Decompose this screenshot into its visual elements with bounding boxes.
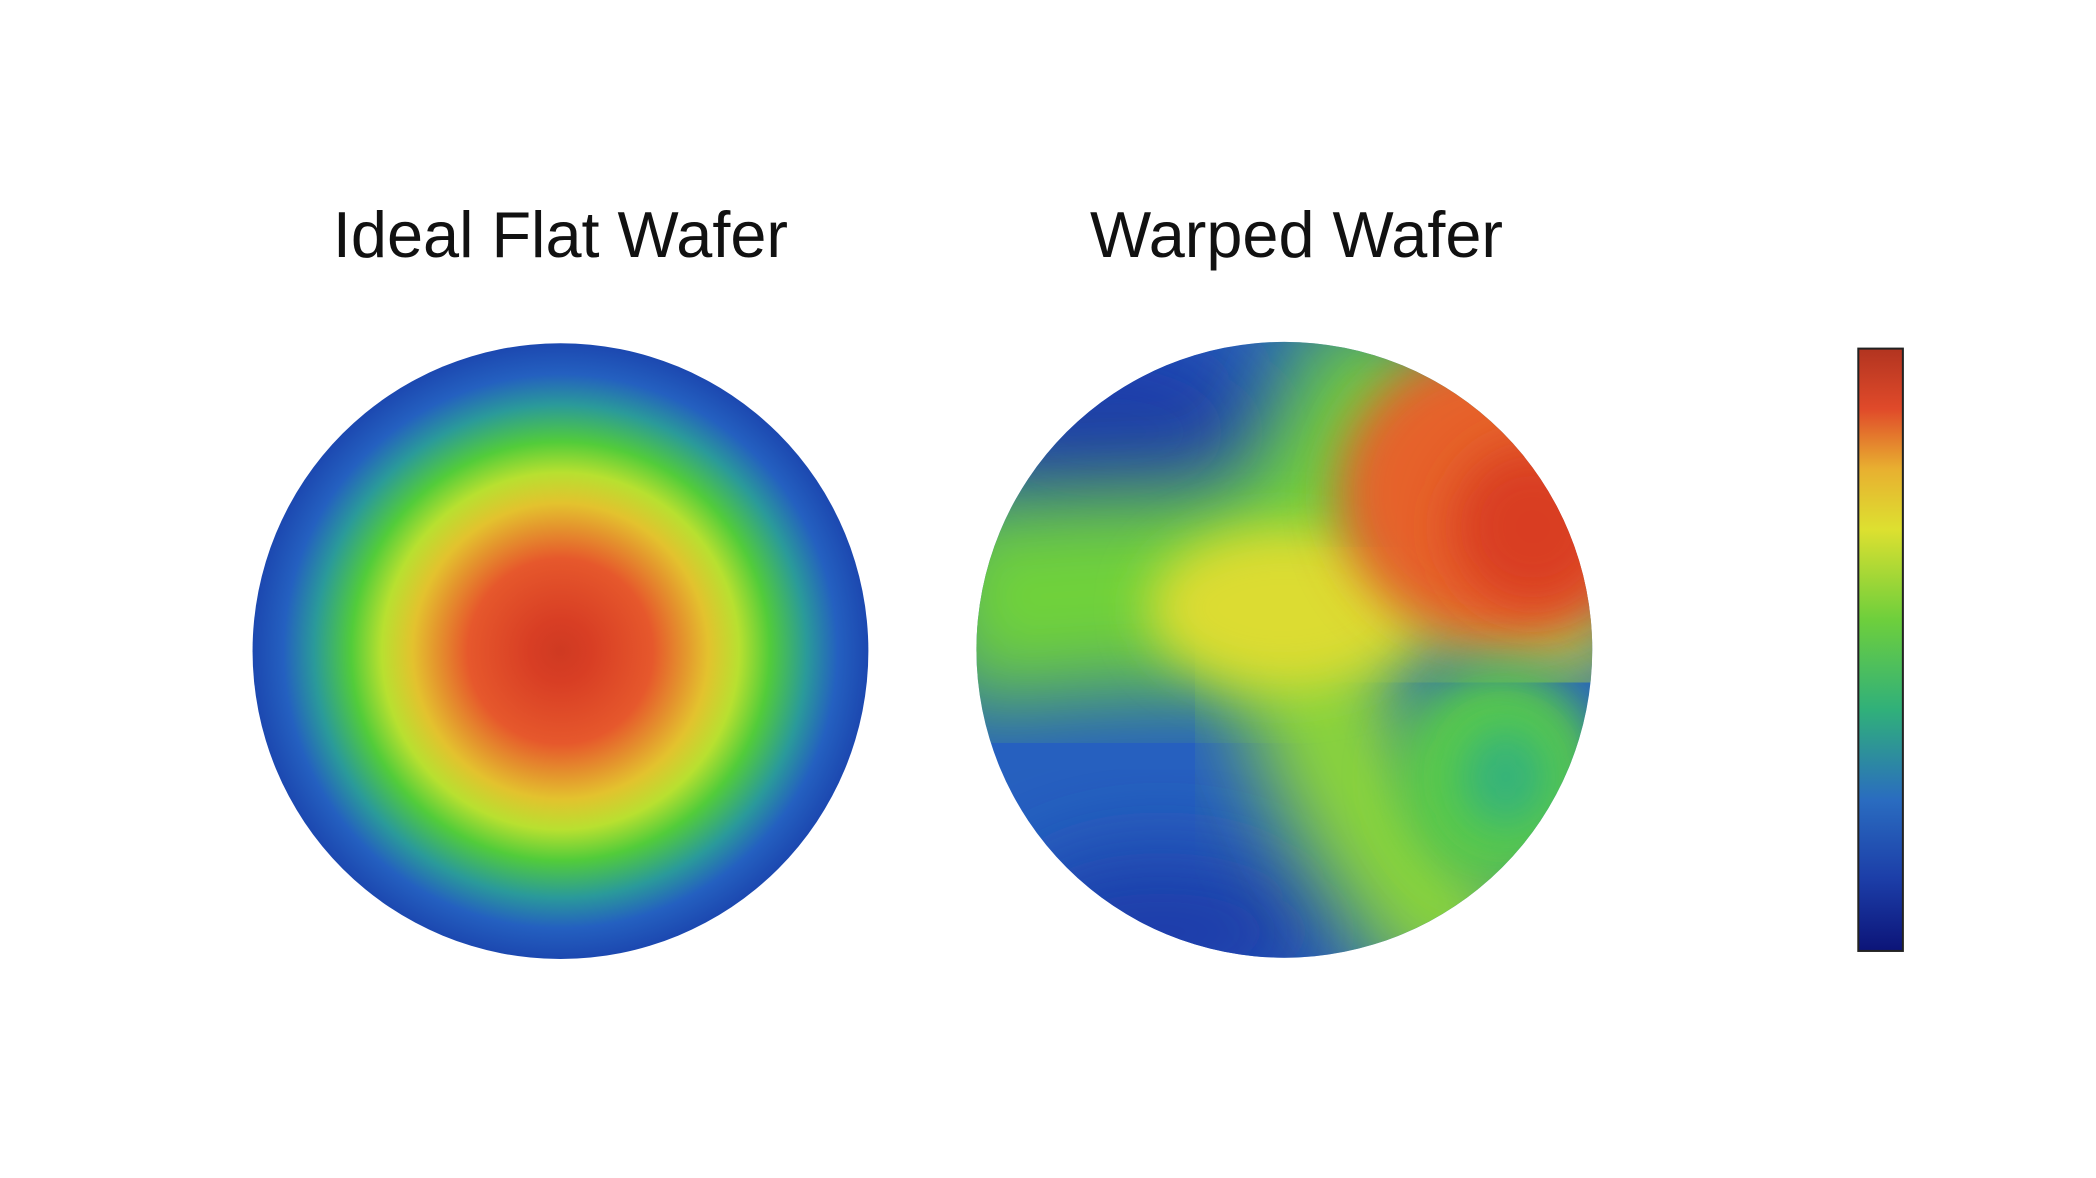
warped-wafer-map [976,341,1593,958]
colorbar [1857,347,1904,952]
flat-wafer-map [252,343,869,960]
panel-title: Warped Wafer [1090,198,1503,271]
panel-title: Ideal Flat Wafer [333,198,788,271]
